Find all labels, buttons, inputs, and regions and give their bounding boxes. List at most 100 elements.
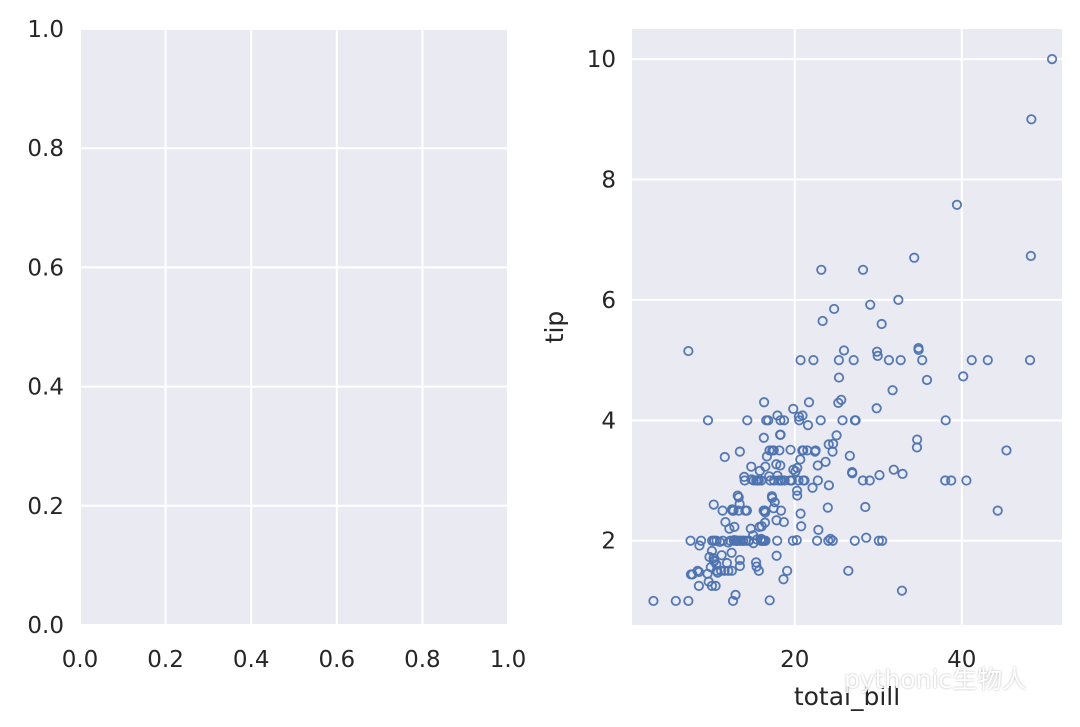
scatter-point (758, 535, 769, 546)
y-tick-label: 0.8 (27, 136, 64, 162)
scatter-point (896, 585, 908, 596)
scatter-point (861, 532, 872, 543)
scatter-point (966, 355, 977, 366)
scatter-point (734, 446, 745, 457)
scatter-point (871, 346, 883, 357)
scatter-point (753, 565, 764, 576)
scatter-point (775, 415, 786, 426)
scatter-point (775, 429, 786, 440)
scatter-point (827, 535, 838, 546)
scatter-point (876, 318, 887, 330)
scatter-point (706, 580, 718, 591)
scatter-point (758, 432, 769, 443)
scatter-point (728, 505, 739, 516)
scatter-point (648, 595, 659, 607)
scatter-points (648, 54, 1058, 607)
scatter-point (778, 415, 790, 426)
y-tick-label: 0.4 (27, 375, 64, 401)
scatter-point (751, 534, 763, 545)
scatter-point (687, 569, 698, 580)
scatter-point (873, 535, 884, 546)
y-tick-label: 0.6 (27, 255, 64, 281)
scatter-point (912, 434, 923, 445)
scatter-point (735, 535, 746, 546)
scatter-point (833, 397, 844, 408)
scatter-point (817, 315, 828, 327)
scatter-point (843, 565, 854, 576)
scatter-point (795, 454, 806, 465)
y-tick-label: 10 (587, 47, 616, 73)
scatter-point (823, 480, 834, 491)
scatter-point (857, 264, 869, 275)
scatter-point (764, 595, 775, 606)
scatter-point (778, 516, 789, 528)
scatter-point (685, 535, 696, 546)
scatter-point (739, 471, 750, 483)
scatter-point (788, 403, 799, 414)
scatter-point (940, 415, 951, 426)
scatter-point (708, 499, 719, 510)
scatter-point (670, 595, 681, 607)
scatter-point (791, 535, 802, 546)
scatter-point (913, 344, 924, 355)
x-tick-label: 1.0 (490, 647, 527, 673)
x-tick-label: 40 (947, 647, 976, 673)
scatter-point (961, 475, 972, 486)
scatter-point (761, 415, 772, 426)
scatter-point (785, 444, 796, 455)
left-x-tick-labels: 0.0 0.2 0.4 0.6 0.8 1.0 (62, 647, 527, 673)
scatter-point (860, 501, 871, 513)
scatter-point (768, 445, 779, 456)
scatter-point (871, 403, 882, 414)
left-y-tick-labels: 0.0 0.2 0.4 0.6 0.8 1.0 (27, 17, 64, 639)
scatter-point (877, 535, 888, 546)
scatter-point (812, 460, 823, 471)
scatter-point (812, 475, 823, 486)
scatter-point (887, 385, 898, 396)
scatter-point (693, 580, 704, 591)
scatter-point (742, 415, 753, 426)
x-tick-label: 0.6 (319, 647, 356, 673)
scatter-point (831, 430, 842, 441)
left-axes: 0.0 0.2 0.4 0.6 0.8 1.0 0.0 0.2 0.4 0.6 0.8 1.0 (27, 17, 526, 673)
right-plot-area (632, 29, 1062, 625)
scatter-point (815, 415, 826, 426)
scatter-point (731, 535, 742, 546)
scatter-point (695, 535, 707, 546)
scatter-point (740, 505, 751, 516)
scatter-point (727, 595, 739, 607)
scatter-point (706, 545, 718, 557)
scatter-point (792, 490, 803, 501)
scatter-point (849, 535, 860, 546)
scatter-point (704, 551, 715, 563)
scatter-point (883, 355, 895, 366)
scatter-point (850, 415, 861, 426)
scatter-point (716, 550, 727, 561)
scatter-point (719, 451, 730, 463)
scatter-point (733, 492, 744, 503)
scatter-point (836, 394, 847, 405)
scatter-point (795, 355, 806, 366)
right-gridlines (632, 29, 1062, 625)
scatter-point (992, 505, 1003, 516)
scatter-point (864, 475, 875, 486)
scatter-point (761, 451, 773, 462)
scatter-point (766, 491, 778, 502)
scatter-point (790, 466, 801, 477)
scatter-point (745, 523, 756, 534)
scatter-point (768, 475, 780, 486)
scatter-point (779, 475, 790, 486)
scatter-point (726, 504, 738, 515)
y-tick-label: 6 (601, 288, 616, 314)
watermark: pythonic生物人 (808, 660, 1027, 696)
scatter-point (838, 345, 850, 356)
scatter-point (774, 445, 785, 456)
scatter-point (768, 503, 779, 514)
y-tick-label: 0.0 (27, 613, 64, 639)
scatter-point (683, 595, 694, 607)
scatter-point (857, 475, 868, 486)
scatter-point (874, 469, 885, 481)
left-gridlines (79, 28, 509, 626)
